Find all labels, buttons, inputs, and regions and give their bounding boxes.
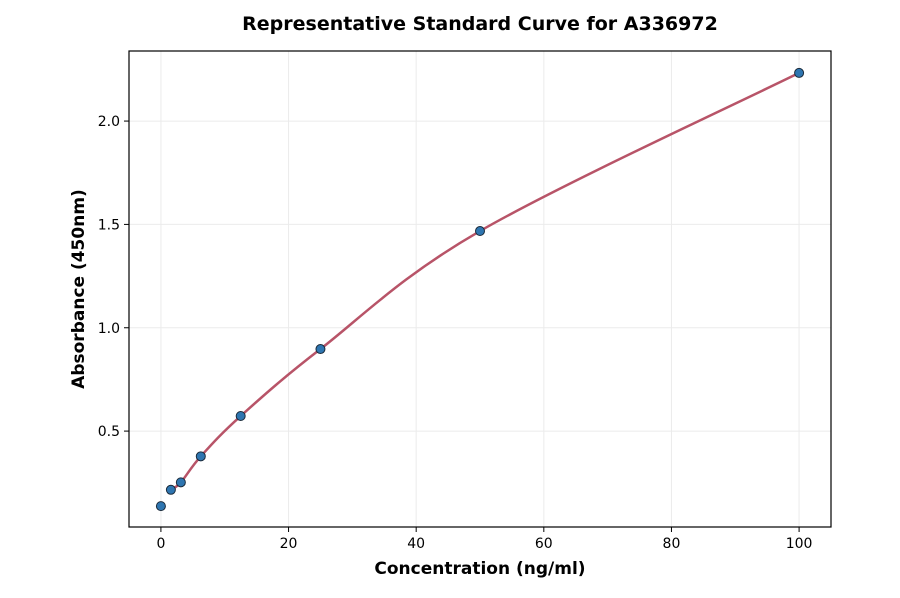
fit-curve	[170, 71, 800, 491]
x-tick-label: 0	[156, 536, 165, 552]
y-tick-label: 0.5	[98, 424, 120, 440]
data-point	[195, 451, 206, 462]
data-point	[155, 501, 166, 512]
y-axis-label: Absorbance (450nm)	[69, 189, 89, 389]
data-point	[175, 477, 186, 488]
data-point	[794, 67, 805, 78]
x-tick-label: 80	[663, 536, 681, 552]
x-tick-label: 60	[535, 536, 553, 552]
y-tick-label: 1.5	[98, 217, 120, 233]
data-point	[475, 226, 485, 237]
data-point	[315, 344, 326, 355]
x-tick-label: 100	[786, 536, 813, 552]
x-axis-label: Concentration (ng/ml)	[374, 559, 585, 579]
y-tick-label: 2.0	[98, 114, 120, 130]
x-tick-label: 20	[280, 536, 298, 552]
chart-title: Representative Standard Curve for A33697…	[242, 13, 718, 35]
data-point	[165, 484, 176, 495]
y-tick-label: 1.0	[98, 321, 120, 337]
x-tick-label: 40	[407, 536, 425, 552]
plot-frame	[128, 50, 832, 528]
data-point	[235, 411, 246, 422]
